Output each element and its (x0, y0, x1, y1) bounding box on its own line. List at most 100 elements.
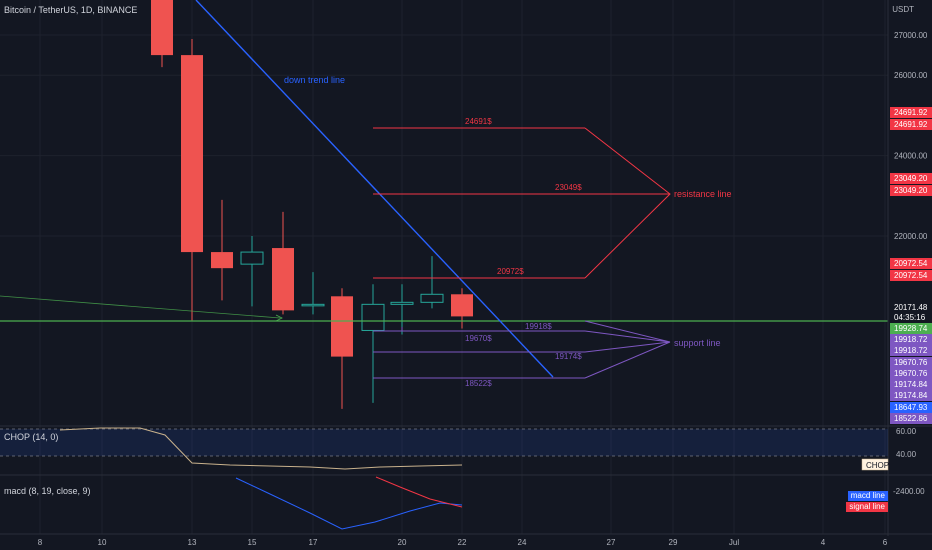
price-tag-bg (890, 390, 932, 401)
currency-label: USDT (892, 5, 914, 14)
price-tag: 23049.20 (894, 186, 928, 195)
price-tag-bg (890, 119, 932, 130)
time-tick: 29 (669, 538, 678, 547)
price-tag: 20972.54 (894, 259, 928, 268)
price-tag: 19670.76 (894, 369, 928, 378)
candle-body (390, 301, 414, 305)
support-line-label: support line (674, 338, 721, 348)
price-tag-bg (890, 402, 932, 413)
price-tag: 04:35:16 (894, 313, 926, 322)
candle[interactable] (240, 236, 264, 307)
time-tick: 27 (607, 538, 616, 547)
price-tag: 24691.92 (894, 120, 928, 129)
price-tag-bg (890, 173, 932, 184)
signal-legend: signal line (846, 502, 888, 512)
candle-body (272, 248, 294, 311)
chop-band (0, 429, 888, 456)
price-tag: 19670.76 (894, 358, 928, 367)
chop-tick-60: 60.00 (896, 427, 917, 436)
time-tick: 8 (38, 538, 43, 547)
ray-arrow-icon (275, 314, 283, 322)
resistance-level-20972: 20972$ (497, 267, 524, 276)
price-tag: 18647.93 (894, 403, 928, 412)
candle-body (240, 251, 264, 265)
price-tag-bg (890, 379, 932, 390)
support-level-19670: 19670$ (465, 334, 492, 343)
time-tick: 13 (188, 538, 197, 547)
candle[interactable] (331, 288, 353, 409)
price-tag-bg (890, 107, 932, 118)
time-tick: 22 (458, 538, 467, 547)
price-tag-bg (890, 258, 932, 269)
candle-body (181, 55, 203, 253)
price-tag: 20972.54 (894, 271, 928, 280)
candle[interactable] (272, 211, 294, 315)
candle[interactable] (361, 284, 385, 403)
price-tag: 19928.74 (894, 324, 928, 333)
time-tick: 17 (309, 538, 318, 547)
candle[interactable] (151, 0, 173, 68)
price-axis[interactable]: 27000.00 26000.00 24000.00 22000.00 (894, 31, 928, 241)
price-tag-bg (890, 334, 932, 345)
chop-badge-bg (861, 458, 889, 471)
price-tick: 24000.00 (894, 152, 928, 161)
price-tag-bg (890, 302, 932, 313)
time-tick: 24 (518, 538, 527, 547)
resistance-levels[interactable] (373, 127, 671, 279)
price-tag-bg (890, 345, 932, 356)
trend-line-label: down trend line (284, 75, 345, 85)
candlestick-series (151, 0, 473, 409)
price-tick: 27000.00 (894, 31, 928, 40)
candle-body (361, 303, 385, 331)
candle-body (420, 293, 444, 303)
time-axis[interactable]: 8 10 13 15 17 20 22 24 27 29 Jul 4 6 (38, 538, 888, 547)
candle[interactable] (420, 256, 444, 309)
price-tag-bg (890, 368, 932, 379)
price-tag: 18522.86 (894, 414, 928, 423)
macd-line (235, 477, 463, 530)
price-tag-bg (890, 413, 932, 424)
resistance-line-label: resistance line (674, 189, 732, 199)
down-trend-line[interactable] (195, 0, 554, 378)
support-level-19918: 19918$ (525, 322, 552, 331)
macd-indicator-label[interactable]: macd (8, 19, close, 9) (4, 486, 91, 496)
price-tag-bg (890, 312, 932, 323)
price-tag: 19918.72 (894, 346, 928, 355)
candle[interactable] (301, 272, 325, 315)
candle-body (331, 296, 353, 357)
chop-line (59, 427, 463, 470)
price-tag: 19174.84 (894, 391, 928, 400)
support-level-18522: 18522$ (465, 379, 492, 388)
candle[interactable] (390, 284, 414, 335)
price-tag-bg (890, 357, 932, 368)
candle[interactable] (181, 39, 203, 321)
time-tick: 20 (398, 538, 407, 547)
time-tick: Jul (729, 538, 739, 547)
candle-body (301, 303, 325, 307)
chop-tick-40: 40.00 (896, 450, 917, 459)
price-tag-bg (890, 185, 932, 196)
candle-body (211, 252, 233, 269)
macd-legend: macd line (847, 491, 888, 501)
time-tick: 6 (883, 538, 888, 547)
price-tag: 24691.92 (894, 108, 928, 117)
candle[interactable] (211, 199, 233, 301)
resistance-level-24691: 24691$ (465, 117, 492, 126)
macd-tick: -2400.00 (893, 487, 925, 496)
support-levels[interactable] (373, 320, 671, 379)
candle[interactable] (451, 288, 473, 329)
price-axis-tags: 24691.92 24691.92 23049.20 23049.20 20972.54… (890, 107, 932, 424)
price-tag: 19174.84 (894, 380, 928, 389)
candle-body (151, 0, 173, 56)
time-tick: 15 (248, 538, 257, 547)
time-tick: 4 (821, 538, 826, 547)
price-tag-bg (890, 270, 932, 281)
ray-line[interactable] (0, 295, 281, 319)
price-tag: 23049.20 (894, 174, 928, 183)
price-tag: 20171.48 (894, 303, 928, 312)
price-tick: 22000.00 (894, 232, 928, 241)
symbol-title[interactable]: Bitcoin / TetherUS, 1D, BINANCE (4, 5, 138, 15)
time-tick: 10 (98, 538, 107, 547)
chop-indicator-label[interactable]: CHOP (14, 0) (4, 432, 59, 442)
